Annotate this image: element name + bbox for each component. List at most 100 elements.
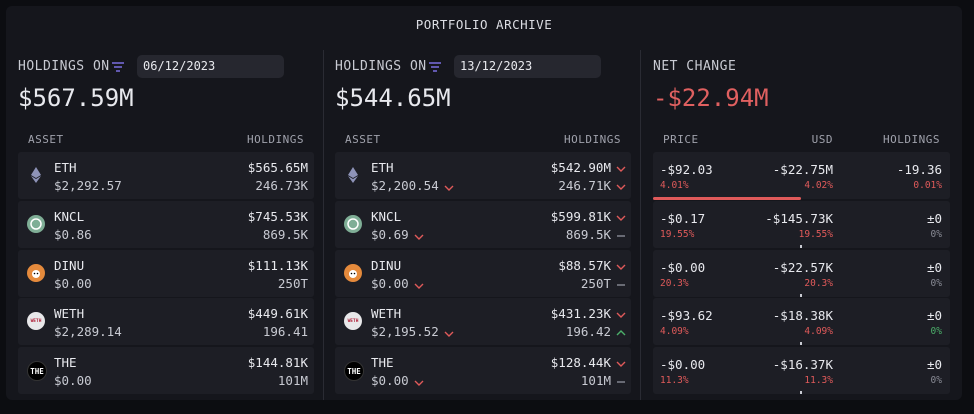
price-change: -$93.62 [660,308,713,323]
usd-value: $745.53K [247,209,308,224]
column-header: HOLDINGS [883,133,940,146]
asset-name: THE [371,355,394,370]
trend-icon [616,264,626,270]
asset-icon [344,264,362,282]
price-change-pct: 4.09% [660,326,689,337]
amount-value: 869.5K [262,227,308,242]
date-value: 13/12/2023 [460,59,533,73]
asset-name: DINU [54,258,85,273]
price-change-pct: 20.3% [660,278,689,289]
asset-price: $0.69 [371,227,409,242]
column-header: HOLDINGS [564,133,621,146]
holdings-change-pct: 0.01% [913,180,942,191]
asset-price: $0.86 [54,227,92,242]
column-header: ASSET [28,133,64,146]
asset-icon: WETH [344,312,362,330]
trend-icon [616,166,626,172]
column-header: USD [811,133,833,146]
amount-value: 250T [580,276,611,291]
date-input[interactable]: 06/12/2023 [137,55,284,78]
usd-value: $431.23K [550,306,611,321]
column-header: HOLDINGS [247,133,304,146]
asset-name: KNCL [54,209,85,224]
asset-name: DINU [371,258,402,273]
usd-change: -$16.37K [772,357,833,372]
holdings-change: ±0 [926,357,942,372]
change-row: -$93.62 4.09% -$18.38K 4.09% ±0 0% [653,298,950,345]
holdings-label: HOLDINGS ON [335,59,427,74]
asset-row: ETH $2,292.57 $565.65M 246.73K [18,152,314,199]
usd-value: $88.57K [558,258,611,273]
amount-value: 196.41 [262,324,308,339]
amount-value: 246.71K [558,178,611,193]
usd-change-pct: 4.02% [804,180,833,191]
asset-icon: THE [344,361,364,381]
amount-value: 250T [277,276,308,291]
usd-change-pct: 4.09% [804,326,833,337]
trend-icon [414,283,424,289]
amount-value: 196.42 [565,324,611,339]
usd-value: $565.65M [247,160,308,175]
usd-value: $111.13K [247,258,308,273]
portfolio-archive: PORTFOLIO ARCHIVE HOLDINGS ON 06/12/2023 $… [6,6,962,400]
usd-change: -$22.57K [772,260,833,275]
change-row: -$0.00 11.3% -$16.37K 11.3% ±0 0% [653,347,950,394]
trend-icon [616,215,626,221]
asset-name: ETH [371,160,394,175]
asset-row: KNCL $0.69 $599.81K 869.5K [335,201,631,248]
price-change: -$92.03 [660,162,713,177]
asset-icon [27,166,45,184]
net-change-total: -$22.94M [653,84,769,112]
change-tick [800,294,802,297]
holdings-change-pct: 0% [930,375,942,386]
eth-logo [31,167,41,183]
asset-price: $0.00 [54,373,92,388]
usd-value: $128.44K [550,355,611,370]
asset-price: $0.00 [54,276,92,291]
date-input[interactable]: 13/12/2023 [454,55,601,78]
divider [323,50,324,400]
trend-icon [617,381,625,383]
price-change: -$0.17 [660,211,706,226]
asset-icon [344,166,362,184]
trend-icon [414,380,424,386]
asset-price: $0.00 [371,373,409,388]
asset-row: KNCL $0.86 $745.53K 869.5K [18,201,314,248]
asset-row: THE THE $0.00 $144.81K 101M [18,347,314,394]
asset-price: $0.00 [371,276,409,291]
filter-icon[interactable] [111,62,125,72]
usd-change-pct: 19.55% [798,229,833,240]
asset-name: ETH [54,160,77,175]
asset-price: $2,289.14 [54,324,122,339]
holdings-change: -19.36 [896,162,942,177]
holdings-change: ±0 [926,308,942,323]
usd-value: $144.81K [247,355,308,370]
trend-icon [616,361,626,367]
asset-name: KNCL [371,209,402,224]
kncl-logo [30,218,42,230]
holdings-change-pct: 0% [930,278,942,289]
amount-value: 101M [277,373,308,388]
dinu-logo [32,270,40,278]
amount-value: 246.73K [255,178,308,193]
filter-icon[interactable] [428,62,442,72]
asset-name: WETH [54,306,85,321]
date-value: 06/12/2023 [143,59,216,73]
eth-logo [348,167,358,183]
trend-icon [444,331,454,337]
usd-value: $542.90M [550,160,611,175]
trend-icon [444,185,454,191]
holdings-label: HOLDINGS ON [18,59,110,74]
holdings-change: ±0 [926,211,942,226]
asset-price: $2,195.52 [371,324,439,339]
asset-name: WETH [371,306,402,321]
trend-icon [617,235,625,237]
change-row: -$0.00 20.3% -$22.57K 20.3% ±0 0% [653,250,950,297]
dinu-logo [349,270,357,278]
price-change-pct: 19.55% [660,229,695,240]
asset-row: DINU $0.00 $88.57K 250T [335,250,631,297]
asset-name: THE [54,355,77,370]
asset-icon: WETH [27,312,45,330]
price-change-pct: 11.3% [660,375,689,386]
asset-icon [27,264,45,282]
